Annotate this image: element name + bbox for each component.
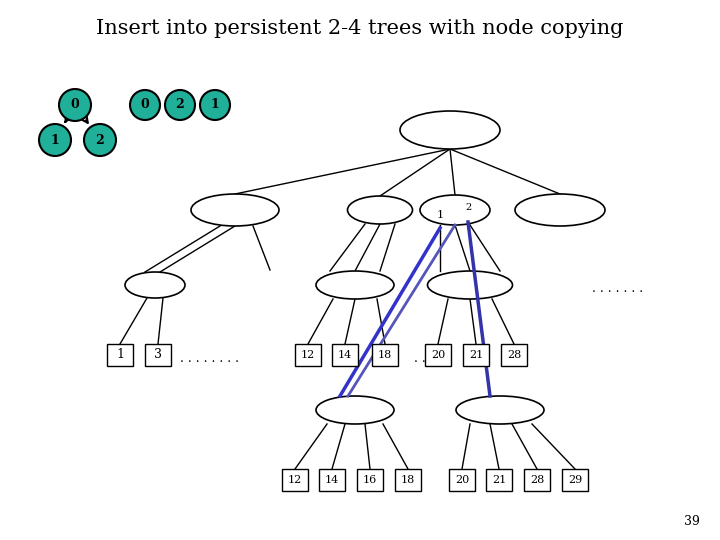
Circle shape: [165, 90, 195, 120]
Ellipse shape: [420, 195, 490, 225]
Text: 20: 20: [455, 475, 469, 485]
Ellipse shape: [191, 194, 279, 226]
Text: 16: 16: [363, 475, 377, 485]
Text: 18: 18: [378, 350, 392, 360]
Text: 1: 1: [436, 210, 444, 220]
Text: 14: 14: [338, 350, 352, 360]
Circle shape: [130, 90, 160, 120]
Bar: [319, 469, 345, 491]
Bar: [145, 344, 171, 366]
Text: 20: 20: [431, 350, 445, 360]
Bar: [501, 344, 527, 366]
Text: Insert into persistent 2-4 trees with node copying: Insert into persistent 2-4 trees with no…: [96, 18, 624, 37]
Ellipse shape: [125, 272, 185, 298]
Text: 2: 2: [96, 133, 104, 146]
Ellipse shape: [316, 396, 394, 424]
Bar: [372, 344, 398, 366]
Bar: [282, 469, 308, 491]
Bar: [332, 344, 358, 366]
Text: 21: 21: [492, 475, 506, 485]
Ellipse shape: [348, 196, 413, 224]
Text: 39: 39: [684, 515, 700, 528]
Ellipse shape: [400, 111, 500, 149]
Circle shape: [200, 90, 230, 120]
Text: 0: 0: [140, 98, 149, 111]
Bar: [449, 469, 475, 491]
Bar: [395, 469, 421, 491]
Bar: [463, 344, 489, 366]
Ellipse shape: [456, 396, 544, 424]
Text: 21: 21: [469, 350, 483, 360]
Bar: [295, 344, 321, 366]
Text: 28: 28: [530, 475, 544, 485]
Text: 18: 18: [401, 475, 415, 485]
Bar: [357, 469, 383, 491]
Text: . . . . . . .: . . . . . . .: [593, 281, 644, 294]
Text: . .: . .: [414, 352, 426, 365]
Text: 12: 12: [288, 475, 302, 485]
Text: 0: 0: [71, 98, 79, 111]
Text: 28: 28: [507, 350, 521, 360]
Text: 1: 1: [50, 133, 59, 146]
Bar: [107, 344, 133, 366]
Text: 12: 12: [301, 350, 315, 360]
Text: 1: 1: [116, 348, 124, 361]
Text: 2: 2: [465, 204, 471, 213]
Bar: [562, 469, 588, 491]
Bar: [486, 469, 512, 491]
Text: 1: 1: [211, 98, 220, 111]
Bar: [524, 469, 550, 491]
Bar: [425, 344, 451, 366]
Ellipse shape: [428, 271, 513, 299]
Text: 29: 29: [568, 475, 582, 485]
Circle shape: [39, 124, 71, 156]
Text: 3: 3: [154, 348, 162, 361]
Circle shape: [59, 89, 91, 121]
Circle shape: [84, 124, 116, 156]
Text: 14: 14: [325, 475, 339, 485]
Text: 2: 2: [176, 98, 184, 111]
Ellipse shape: [316, 271, 394, 299]
Ellipse shape: [515, 194, 605, 226]
Text: . . . . . . . .: . . . . . . . .: [181, 352, 240, 365]
